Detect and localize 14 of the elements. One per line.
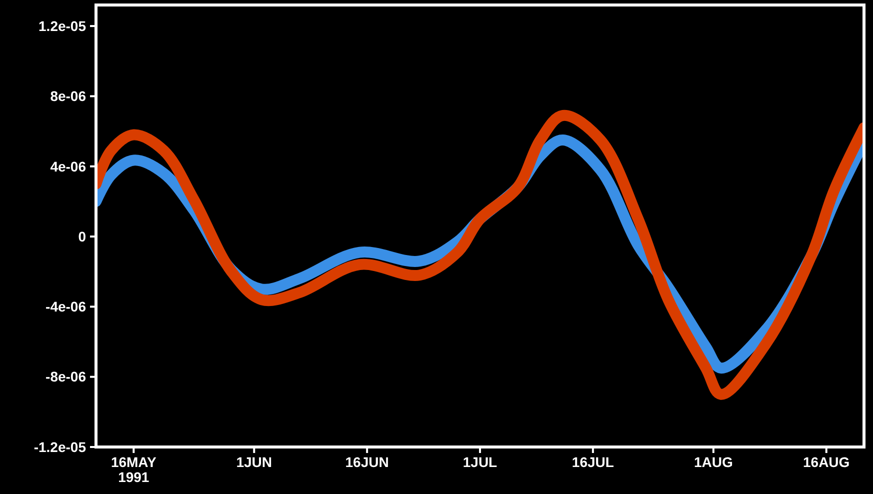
y-tick-label: 8e-06	[50, 88, 86, 104]
x-tick-label: 1AUG	[694, 454, 733, 470]
y-tick-label: 0	[78, 228, 86, 244]
y-tick-label: 4e-06	[50, 158, 86, 174]
y-tick-label: -1.2e-05	[34, 438, 86, 455]
y-tick-label: 1.2e-05	[38, 18, 86, 34]
y-tick-label: -8e-06	[46, 368, 86, 385]
y-tick-label: -4e-06	[46, 298, 86, 315]
x-tick-label: 16MAY 1991	[110, 454, 158, 485]
x-tick-label: 1JUL	[462, 454, 498, 470]
x-tick-label: 16JUN	[345, 454, 389, 470]
x-tick-label: 16AUG	[803, 454, 850, 470]
x-tick-label: 1JUN	[236, 454, 272, 470]
x-tick-label: 16JUL	[572, 454, 614, 470]
